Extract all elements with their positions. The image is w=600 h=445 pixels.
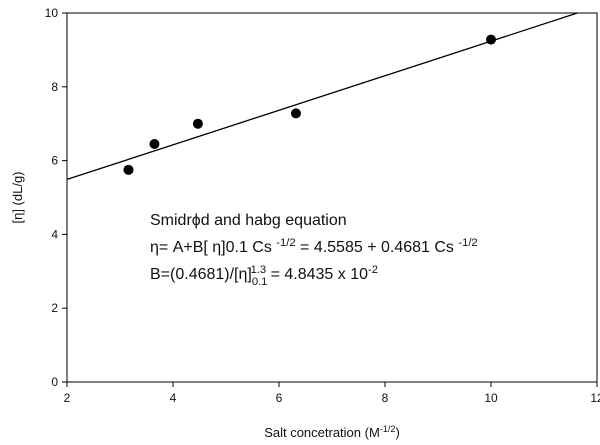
y-tick-label: 4 [51, 227, 58, 241]
text-segment: = 4.5585 + 0.4681 Cs [296, 239, 459, 256]
text-segment: Smidrϕd and habg equation [150, 212, 347, 229]
x-tick-label: 8 [382, 391, 389, 405]
text-segment: = 4.8435 x 10 [266, 266, 368, 283]
text-segment: -2 [368, 264, 378, 276]
x-axis-label: Salt concetration (M-1/2) [264, 424, 400, 440]
text-segment: -1/2 [458, 237, 477, 249]
text-segment: 1.3 [251, 264, 267, 276]
data-point [149, 138, 160, 149]
text-segment: -1/2 [380, 424, 396, 434]
x-tick-label: 2 [64, 391, 71, 405]
text-segment: ) [395, 425, 399, 440]
x-tick-label: 10 [484, 391, 498, 405]
y-tick-label: 0 [51, 375, 58, 389]
data-point [123, 164, 134, 175]
text-segment: η= A+B[ η]0.1 Cs [150, 239, 276, 256]
text-segment: B=(0.4681)/[η] [150, 266, 252, 283]
y-tick-label: 8 [51, 80, 58, 94]
annotation-line: η= A+B[ η]0.1 Cs -1/2 = 4.5585 + 0.4681 … [150, 237, 478, 256]
x-tick-label: 4 [170, 391, 177, 405]
y-axis-label: [η] (dL/g) [10, 171, 25, 223]
data-point [290, 108, 301, 119]
text-segment: Salt concetration (M [264, 425, 380, 440]
text-segment: 0.1 [252, 276, 267, 288]
plot-frame [66, 12, 598, 383]
x-tick-label: 12 [590, 391, 600, 405]
text-segment: -1/2 [276, 237, 295, 249]
annotation-line: Smidrϕd and habg equation [150, 212, 347, 229]
y-tick-label: 10 [45, 6, 59, 20]
annotation-line: B=(0.4681)/[η]0.11.3 = 4.8435 x 10-2 [150, 264, 378, 288]
data-point [192, 118, 203, 129]
fit-line [66, 12, 578, 181]
y-tick-label: 6 [51, 154, 58, 168]
y-tick-label: 2 [51, 301, 58, 315]
x-tick-label: 6 [276, 391, 283, 405]
text-segment: [η] (dL/g) [10, 171, 25, 223]
